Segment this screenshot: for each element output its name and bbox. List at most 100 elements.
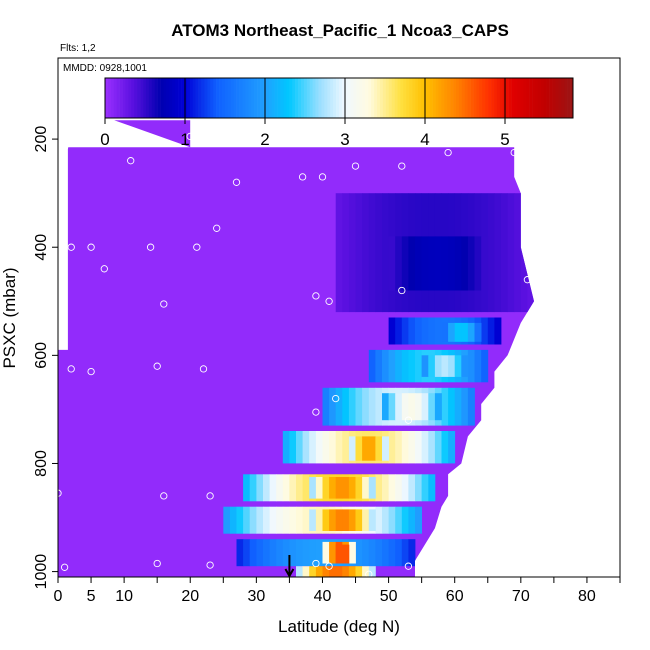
heatmap-cell xyxy=(362,436,370,461)
heatmap-cell xyxy=(309,509,317,531)
observation-point xyxy=(351,162,360,170)
colorbar-segment xyxy=(148,78,153,118)
colorbar-segment xyxy=(546,78,550,118)
heatmap-cell xyxy=(348,541,356,564)
colorbar-segment xyxy=(432,78,436,118)
colorbar-segment xyxy=(382,78,387,118)
heatmap-cell xyxy=(368,566,376,577)
y-axis-tick-label: 1000 xyxy=(33,554,50,590)
colorbar-segment xyxy=(309,78,313,118)
heatmap-cell xyxy=(329,431,337,464)
heatmap-cell xyxy=(362,566,370,577)
colorbar-segment xyxy=(300,78,305,118)
colorbar-segment xyxy=(134,78,138,118)
colorbar-segment xyxy=(485,78,489,118)
colorbar-segment xyxy=(271,78,275,118)
heatmap-cell xyxy=(382,539,389,567)
heatmap-cell xyxy=(236,539,244,567)
heatmap-cell xyxy=(315,477,323,499)
colorbar-tick-label: 1 xyxy=(180,130,189,149)
heatmap-cell xyxy=(454,322,462,342)
heatmap-cell xyxy=(401,236,409,291)
observation-point xyxy=(404,562,413,570)
heatmap-cell xyxy=(408,431,416,464)
heatmap-cell xyxy=(441,236,449,291)
y-axis-title: PSXC (mbar) xyxy=(0,267,19,368)
colorbar-segment xyxy=(365,78,369,118)
heatmap-cell xyxy=(263,506,270,534)
heatmap-cell xyxy=(388,236,396,291)
heatmap-cell xyxy=(461,355,469,377)
heatmap-cell xyxy=(375,539,383,567)
colorbar-segment xyxy=(248,78,252,118)
heatmap-cell xyxy=(355,509,363,531)
observation-point xyxy=(325,562,333,570)
heatmap-cell xyxy=(335,387,343,426)
colorbar-segment xyxy=(476,78,480,118)
heatmap-cell xyxy=(395,349,403,383)
heatmap-cell xyxy=(448,322,456,342)
y-axis-tick-label: 200 xyxy=(33,126,50,153)
heatmap-cell xyxy=(368,436,376,461)
heatmap-cell xyxy=(368,193,376,313)
heatmap-cell xyxy=(382,193,389,313)
colorbar-segment xyxy=(558,78,562,118)
colorbar-segment xyxy=(113,78,117,118)
colorbar-segment xyxy=(198,78,202,118)
colorbar-segment xyxy=(318,78,322,118)
heatmap-cell xyxy=(448,387,456,426)
colorbar-segment xyxy=(532,78,536,118)
heatmap-cell xyxy=(454,387,462,426)
heatmap-cell xyxy=(388,431,396,464)
heatmap-cell xyxy=(315,431,323,464)
y-axis-tick-label: 800 xyxy=(33,450,50,477)
x-axis-tick-label: 80 xyxy=(578,588,596,605)
flights-label: Flts: 1,2 xyxy=(60,43,96,54)
x-axis-tick-label: 0 xyxy=(54,588,63,605)
heatmap-cell xyxy=(263,539,270,567)
heatmap-cell xyxy=(401,393,409,421)
heatmap-cell xyxy=(335,509,343,531)
heatmap-cell xyxy=(368,509,376,531)
heatmap-cell xyxy=(388,474,396,502)
heatmap-cell xyxy=(335,566,343,577)
observation-point xyxy=(444,148,452,157)
colorbar-segment xyxy=(116,78,120,118)
colorbar-segment xyxy=(289,78,293,118)
colorbar-segment xyxy=(201,78,205,118)
observation-points xyxy=(54,132,532,578)
heatmap-cell xyxy=(223,506,231,534)
heatmap-cell xyxy=(474,349,482,383)
colorbar-segment xyxy=(426,78,430,118)
colorbar-segment xyxy=(341,78,346,118)
colorbar-segment xyxy=(339,78,343,118)
heatmap-cell xyxy=(243,474,251,502)
heatmap-cell xyxy=(322,509,330,531)
heatmap-cell xyxy=(302,539,310,567)
colorbar-segment xyxy=(327,78,331,118)
x-axis-tick-label: 60 xyxy=(446,588,464,605)
heatmap-cell xyxy=(315,509,323,531)
heatmap-cell xyxy=(507,193,515,313)
heatmap-cell xyxy=(282,506,290,534)
colorbar-segment xyxy=(251,78,255,118)
colorbar-segment xyxy=(450,78,454,118)
heatmap-cell xyxy=(421,393,429,421)
heatmap-cell xyxy=(362,539,370,567)
x-axis-tick-label: 30 xyxy=(247,588,265,605)
colorbar-segment xyxy=(105,78,109,118)
colorbar-segment xyxy=(406,78,410,118)
observation-point xyxy=(318,173,327,181)
heatmap-cell xyxy=(368,477,376,499)
colorbar-segment xyxy=(192,78,196,118)
heatmap-cell xyxy=(322,431,330,464)
colorbar-segment xyxy=(233,78,237,118)
heatmap-cell xyxy=(256,474,264,502)
observation-point xyxy=(398,162,406,170)
heatmap-cell xyxy=(434,317,442,345)
colorbar-segment xyxy=(204,78,208,118)
observation-point xyxy=(398,286,406,295)
colorbar-frame xyxy=(104,77,574,119)
heatmap-cell xyxy=(514,193,522,313)
colorbar-segment xyxy=(496,78,501,118)
